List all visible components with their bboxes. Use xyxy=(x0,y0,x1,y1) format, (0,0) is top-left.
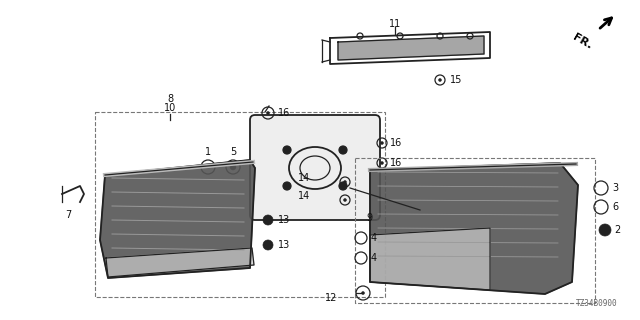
Text: 13: 13 xyxy=(278,240,291,250)
Circle shape xyxy=(339,146,347,154)
Text: 4: 4 xyxy=(371,233,377,243)
Text: 16: 16 xyxy=(390,138,403,148)
Text: 9: 9 xyxy=(366,213,372,223)
Text: 6: 6 xyxy=(612,202,618,212)
Bar xyxy=(355,158,595,303)
Text: 16: 16 xyxy=(390,158,403,168)
Circle shape xyxy=(263,215,273,225)
Circle shape xyxy=(344,198,346,202)
Text: 13: 13 xyxy=(278,215,291,225)
Text: TZ34B0900: TZ34B0900 xyxy=(577,299,618,308)
Circle shape xyxy=(381,141,383,145)
Circle shape xyxy=(339,182,347,190)
Text: 7: 7 xyxy=(65,210,71,220)
Circle shape xyxy=(381,162,383,164)
FancyBboxPatch shape xyxy=(250,115,380,220)
Text: 1: 1 xyxy=(205,147,211,157)
Text: 15: 15 xyxy=(450,75,462,85)
Bar xyxy=(95,112,385,297)
Text: 5: 5 xyxy=(230,147,236,157)
Text: 8: 8 xyxy=(167,94,173,104)
Circle shape xyxy=(263,240,273,250)
Text: 4: 4 xyxy=(371,253,377,263)
Polygon shape xyxy=(370,228,490,290)
Polygon shape xyxy=(106,248,254,277)
Text: 16: 16 xyxy=(278,108,291,118)
Circle shape xyxy=(599,224,611,236)
Circle shape xyxy=(283,146,291,154)
Text: 10: 10 xyxy=(164,103,176,113)
Polygon shape xyxy=(370,163,578,294)
Text: 12: 12 xyxy=(324,293,337,303)
Circle shape xyxy=(362,292,365,294)
Text: 14: 14 xyxy=(298,173,310,183)
Text: FR.: FR. xyxy=(572,32,594,51)
Polygon shape xyxy=(338,36,484,60)
Circle shape xyxy=(283,182,291,190)
Circle shape xyxy=(438,78,442,82)
Text: 11: 11 xyxy=(389,19,401,29)
Polygon shape xyxy=(100,160,255,278)
Text: 2: 2 xyxy=(614,225,620,235)
Circle shape xyxy=(266,111,269,115)
Text: 3: 3 xyxy=(612,183,618,193)
Circle shape xyxy=(344,180,346,183)
Text: 14: 14 xyxy=(298,191,310,201)
Circle shape xyxy=(230,164,236,170)
